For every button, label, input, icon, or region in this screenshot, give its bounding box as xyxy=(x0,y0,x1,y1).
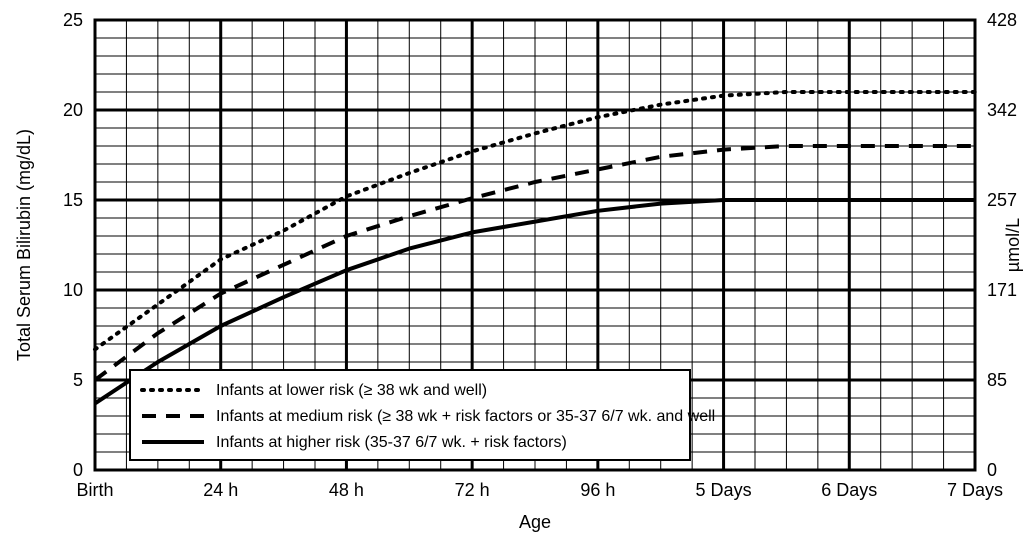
legend-label-lower: Infants at lower risk (≥ 38 wk and well) xyxy=(216,382,487,399)
x-tick: 5 Days xyxy=(696,480,752,500)
x-tick: 72 h xyxy=(455,480,490,500)
y-right-tick: 0 xyxy=(987,460,997,480)
legend-label-medium: Infants at medium risk (≥ 38 wk + risk f… xyxy=(216,408,715,425)
x-label: Age xyxy=(519,512,551,532)
x-tick: Birth xyxy=(76,480,113,500)
y-left-tick: 0 xyxy=(73,460,83,480)
y-left-tick: 20 xyxy=(63,100,83,120)
y-right-tick: 85 xyxy=(987,370,1007,390)
y-left-tick: 15 xyxy=(63,190,83,210)
y-right-tick: 428 xyxy=(987,10,1017,30)
y-right-tick: 171 xyxy=(987,280,1017,300)
x-tick: 24 h xyxy=(203,480,238,500)
y-right-tick: 257 xyxy=(987,190,1017,210)
y-left-tick: 10 xyxy=(63,280,83,300)
x-tick: 96 h xyxy=(580,480,615,500)
legend-label-higher: Infants at higher risk (35-37 6/7 wk. + … xyxy=(216,434,567,451)
chart-bg xyxy=(0,0,1024,550)
chart-svg: 0 5 10 15 20 25 Total Serum Bilirubin (mg/dL) 0… xyxy=(0,0,1024,550)
x-tick: 6 Days xyxy=(821,480,877,500)
x-tick: 48 h xyxy=(329,480,364,500)
y-left-tick: 25 xyxy=(63,10,83,30)
y-left-label: Total Serum Bilirubin (mg/dL) xyxy=(14,129,34,361)
bilirubin-chart: 0 5 10 15 20 25 Total Serum Bilirubin (mg/dL) 0… xyxy=(0,0,1024,550)
y-left-tick: 5 xyxy=(73,370,83,390)
x-tick: 7 Days xyxy=(947,480,1003,500)
y-right-tick: 342 xyxy=(987,100,1017,120)
y-right-label: µmol/L xyxy=(1003,218,1023,272)
